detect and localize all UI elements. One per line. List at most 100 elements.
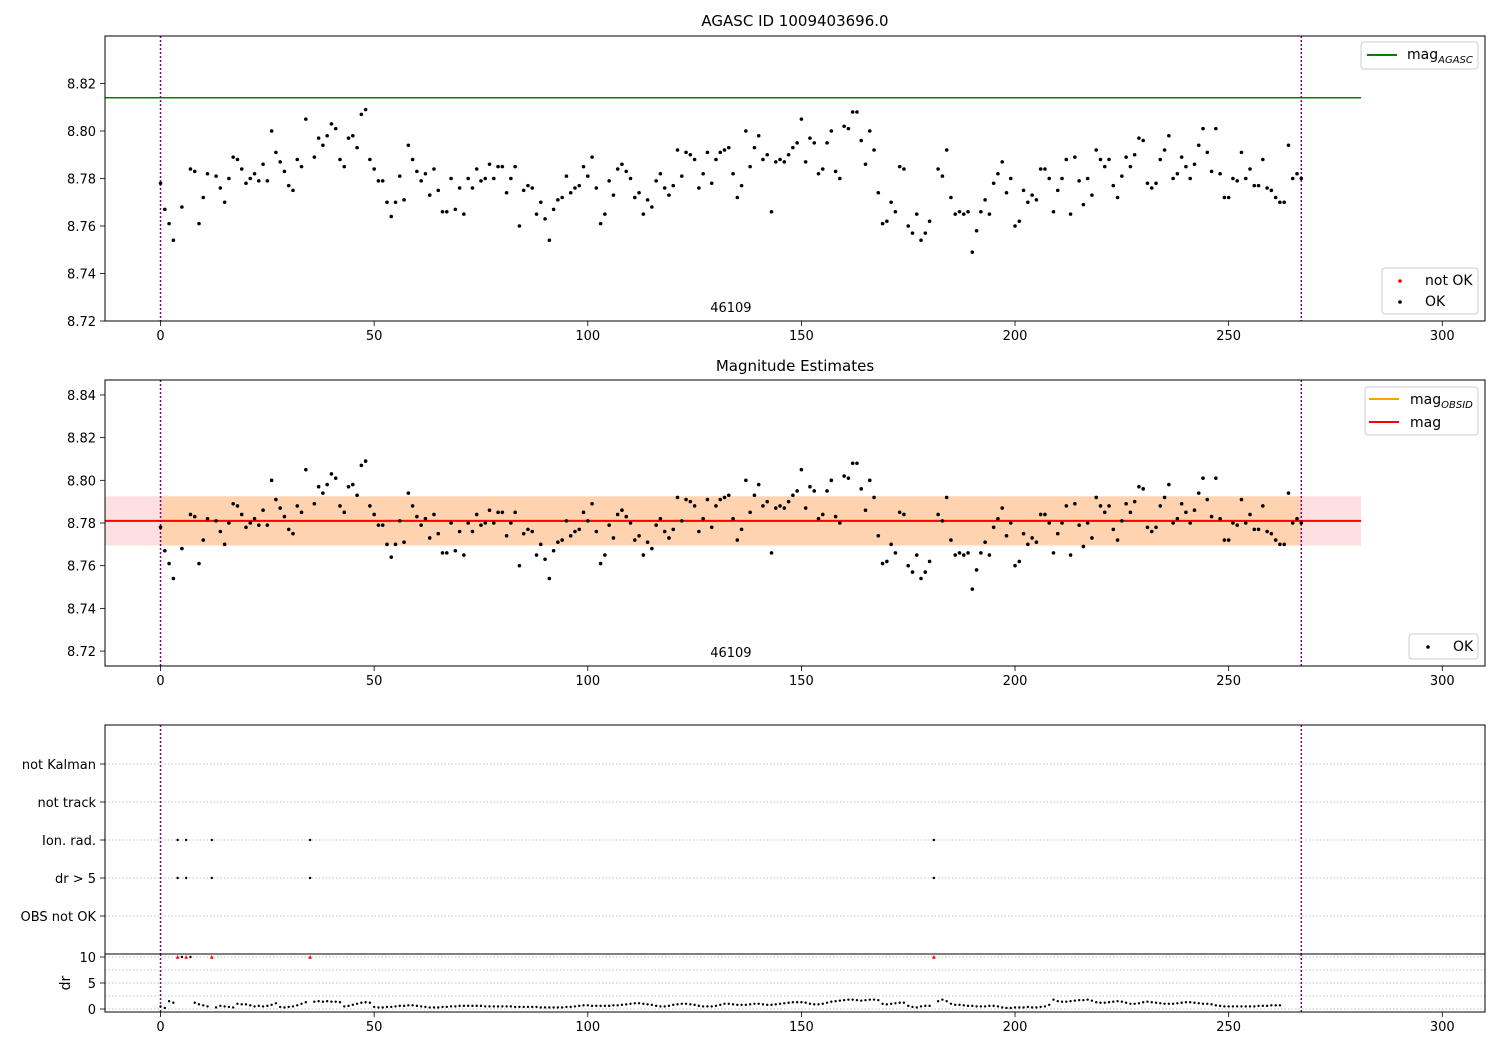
data-point xyxy=(227,176,231,181)
data-point xyxy=(521,188,526,193)
data-point xyxy=(1060,176,1064,181)
data-point xyxy=(859,138,864,143)
dr-point xyxy=(1056,1000,1059,1003)
data-point xyxy=(722,495,727,500)
dr-point xyxy=(971,1004,974,1008)
data-point xyxy=(261,508,265,512)
dr-point xyxy=(633,1002,636,1005)
data-point xyxy=(585,174,590,178)
dr-point xyxy=(983,1005,987,1008)
dr-point xyxy=(1193,1001,1196,1004)
dr-point xyxy=(300,1002,303,1005)
dr-point xyxy=(607,1004,611,1008)
data-point xyxy=(1256,527,1261,532)
data-point xyxy=(1068,212,1073,216)
y-tick-label: 8.72 xyxy=(67,645,96,660)
data-point xyxy=(453,207,458,212)
flag-point xyxy=(184,876,188,880)
data-point xyxy=(470,529,475,534)
data-point xyxy=(684,497,688,502)
x-tick-label: 150 xyxy=(789,329,814,344)
data-point xyxy=(1196,491,1201,495)
dr-point xyxy=(1201,1002,1205,1005)
data-point xyxy=(615,167,620,171)
data-point xyxy=(1192,508,1197,512)
dr-point xyxy=(1257,1004,1260,1008)
data-point xyxy=(897,510,902,515)
data-point xyxy=(688,152,693,157)
dr-point xyxy=(996,1005,1000,1008)
data-point xyxy=(842,474,846,478)
data-point xyxy=(577,527,582,532)
data-point xyxy=(1239,497,1244,502)
data-point xyxy=(368,504,372,508)
data-point xyxy=(239,512,244,517)
data-point xyxy=(1064,157,1069,162)
data-point xyxy=(709,525,714,530)
flag-point xyxy=(176,838,179,842)
data-point xyxy=(940,174,945,178)
data-point xyxy=(714,157,718,162)
y-tick-label: 8.78 xyxy=(67,173,96,188)
data-point xyxy=(889,200,893,205)
data-point xyxy=(1085,521,1090,525)
data-point xyxy=(158,181,163,186)
dr-point xyxy=(330,1000,333,1003)
data-point xyxy=(197,561,201,566)
data-point xyxy=(979,551,983,555)
data-point xyxy=(1214,476,1218,480)
data-point xyxy=(530,186,535,190)
dr-point xyxy=(851,998,854,1001)
data-point xyxy=(1000,160,1005,164)
x-tick-label: 300 xyxy=(1430,329,1455,344)
data-point xyxy=(163,548,167,553)
data-point xyxy=(1239,150,1244,155)
x-tick-label: 150 xyxy=(789,674,814,689)
data-point xyxy=(782,160,787,164)
legend-ok: OK xyxy=(1453,639,1474,655)
x-tick-label: 100 xyxy=(575,1020,600,1035)
data-point xyxy=(496,510,500,515)
data-point xyxy=(214,519,218,523)
data-point xyxy=(1265,529,1269,534)
axes-frame xyxy=(104,953,1486,1013)
data-point xyxy=(765,499,770,504)
data-point xyxy=(919,238,923,243)
data-point xyxy=(1137,484,1141,489)
dr-point xyxy=(317,1000,320,1003)
data-point xyxy=(372,167,376,171)
data-point xyxy=(509,176,513,181)
data-point xyxy=(718,497,723,502)
dr-point xyxy=(578,1004,581,1008)
flag-point xyxy=(932,838,936,842)
dr-point xyxy=(885,1003,889,1006)
data-point xyxy=(436,188,441,193)
data-point xyxy=(393,542,398,547)
data-point xyxy=(1141,487,1146,491)
data-point xyxy=(786,499,791,504)
dr-point xyxy=(1090,999,1094,1002)
data-point xyxy=(996,516,1000,521)
data-point xyxy=(551,207,556,212)
data-point xyxy=(671,183,676,188)
flag-label: not Kalman xyxy=(22,758,96,773)
dr-point xyxy=(1154,1001,1158,1004)
data-point xyxy=(432,512,436,517)
data-point xyxy=(321,491,325,495)
dr-point xyxy=(710,1005,713,1008)
dr-point xyxy=(1112,1000,1115,1003)
data-point xyxy=(534,553,539,557)
data-point xyxy=(688,499,693,504)
y-tick-label: 8.76 xyxy=(67,560,96,575)
data-point xyxy=(509,521,513,525)
data-point xyxy=(406,491,411,495)
dr-point xyxy=(573,1005,577,1008)
dr-point xyxy=(462,1004,466,1008)
data-point xyxy=(906,224,911,228)
dr-point xyxy=(1176,1002,1179,1005)
dr-point xyxy=(625,1003,628,1006)
data-point xyxy=(919,576,923,581)
flag-point xyxy=(210,876,214,880)
dr-point xyxy=(599,1004,602,1008)
dr-point xyxy=(249,1004,252,1007)
